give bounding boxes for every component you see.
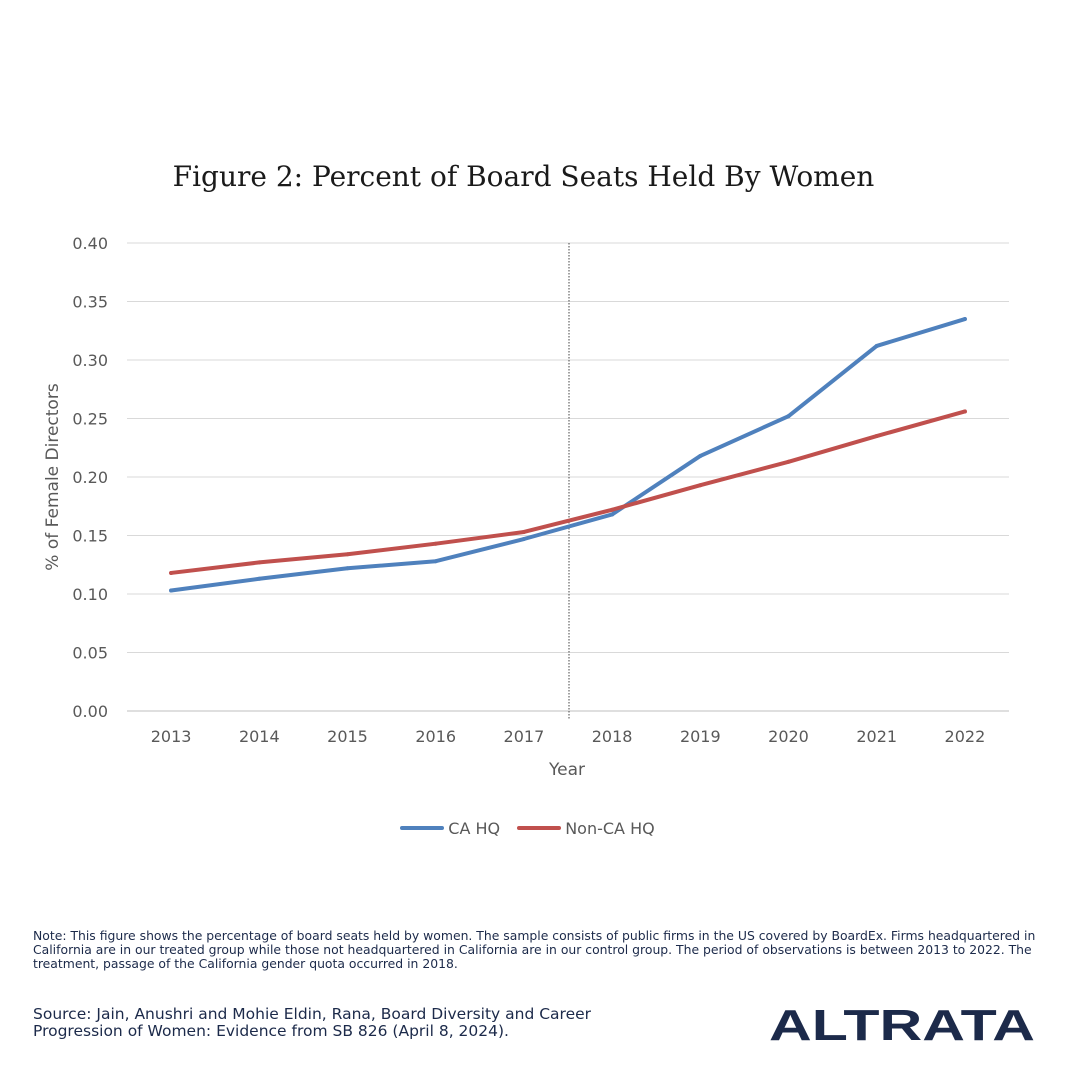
series-line-non-ca-hq	[169, 409, 967, 575]
y-tick-label: 0.10	[72, 585, 108, 604]
y-tick-label: 0.15	[72, 527, 108, 546]
y-axis-label: % of Female Directors	[43, 383, 63, 571]
data-point-non-ca-2021	[874, 434, 879, 439]
x-tick-label: 2013	[151, 727, 192, 746]
chart-title: Figure 2: Percent of Board Seats Held By…	[172, 160, 875, 193]
y-tick-label: 0.40	[72, 234, 108, 253]
x-axis-label: Year	[548, 760, 585, 780]
x-tick-label: 2017	[504, 727, 545, 746]
y-tick-label: 0.20	[72, 468, 108, 487]
y-tick-label: 0.30	[72, 351, 108, 370]
y-tick-label: 0.35	[72, 293, 108, 312]
data-point-ca-2022	[962, 317, 967, 322]
x-tick-label: 2019	[680, 727, 721, 746]
data-point-non-ca-2018	[610, 507, 615, 512]
data-point-ca-2017	[521, 537, 526, 542]
data-point-ca-2016	[433, 559, 438, 564]
legend-item-ca: CA HQ	[400, 819, 500, 838]
x-tick-label: 2018	[592, 727, 633, 746]
logo-wordmark: ALTRATA	[769, 1001, 1035, 1050]
data-point-ca-2014	[257, 576, 262, 581]
y-tick-label: 0.05	[72, 644, 108, 663]
x-tick-label: 2022	[945, 727, 986, 746]
data-point-non-ca-2019	[698, 483, 703, 488]
x-tick-label: 2016	[415, 727, 456, 746]
data-point-ca-2020	[786, 414, 791, 419]
data-point-non-ca-2022	[962, 409, 967, 414]
data-point-ca-2018	[610, 512, 615, 517]
data-point-non-ca-2020	[786, 459, 791, 464]
x-tick-label: 2014	[239, 727, 280, 746]
legend-label-non-ca: Non-CA HQ	[565, 818, 655, 838]
altrata-logo: ALTRATA	[769, 1001, 1035, 1050]
source-citation: Source: Jain, Anushri and Mohie Eldin, R…	[33, 1005, 592, 1040]
data-point-non-ca-2017	[521, 529, 526, 534]
y-tick-label: 0.00	[72, 702, 108, 721]
legend-item-non-ca: Non-CA HQ	[517, 819, 655, 838]
series-line-ca-hq	[169, 317, 967, 593]
data-point-non-ca-2014	[257, 560, 262, 565]
data-point-ca-2021	[874, 343, 879, 348]
data-point-non-ca-2016	[433, 541, 438, 546]
data-point-ca-2015	[345, 566, 350, 571]
x-tick-label: 2015	[327, 727, 368, 746]
data-point-ca-2019	[698, 453, 703, 458]
data-point-non-ca-2015	[345, 552, 350, 557]
legend-swatch-ca	[400, 826, 445, 830]
chart-legend: CA HQ Non-CA HQ	[0, 815, 1055, 838]
y-tick-label: 0.25	[72, 410, 108, 429]
data-point-non-ca-2013	[169, 570, 174, 575]
x-tick-label: 2020	[768, 727, 809, 746]
figure-note: Note: This figure shows the percentage o…	[33, 928, 1036, 971]
legend-label-ca: CA HQ	[448, 818, 501, 838]
x-tick-label: 2021	[856, 727, 897, 746]
data-point-ca-2013	[169, 588, 174, 593]
line-chart: 0.00 0.05 0.10 0.15 0.20 0.25 0.30 0.35 0.40 2013…	[43, 234, 1009, 780]
legend-swatch-non-ca	[517, 826, 562, 830]
